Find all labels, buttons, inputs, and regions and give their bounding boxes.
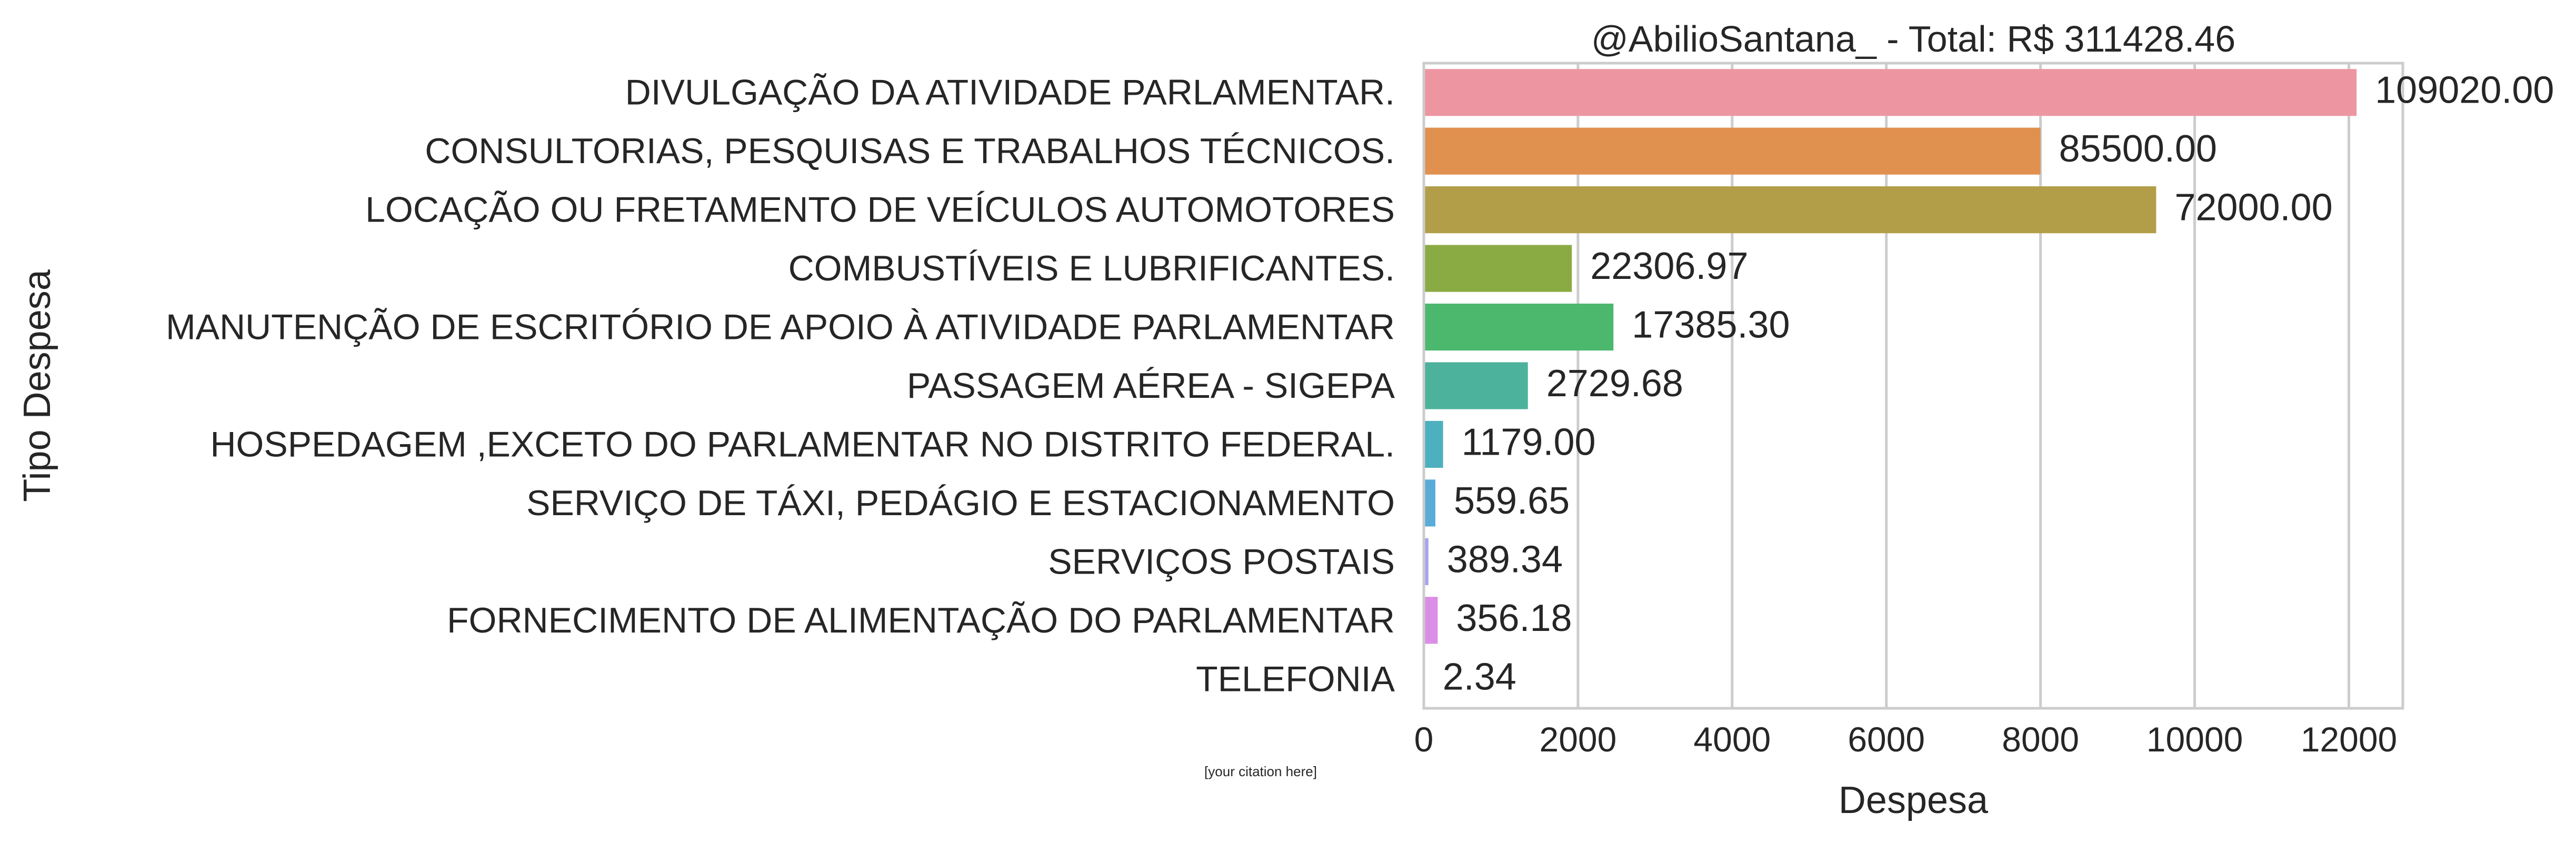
y-tick-label: HOSPEDAGEM ,EXCETO DO PARLAMENTAR NO DIS… <box>210 424 1395 464</box>
bar <box>1424 362 1528 409</box>
y-tick-label: SERVIÇO DE TÁXI, PEDÁGIO E ESTACIONAMENT… <box>526 483 1395 523</box>
data-label: 85500.00 <box>2059 128 2217 170</box>
y-tick-label: COMBUSTÍVEIS E LUBRIFICANTES. <box>788 248 1395 288</box>
y-tick-label: FORNECIMENTO DE ALIMENTAÇÃO DO PARLAMENT… <box>447 600 1395 640</box>
y-tick-labels: DIVULGAÇÃO DA ATIVIDADE PARLAMENTAR. CONS… <box>166 73 1395 699</box>
data-label: 2.34 <box>1443 656 1516 698</box>
data-label: 72000.00 <box>2174 187 2332 229</box>
y-tick-label: CONSULTORIAS, PESQUISAS E TRABALHOS TÉCN… <box>425 131 1395 171</box>
bar <box>1424 597 1437 644</box>
x-tick-label: 8000 <box>2002 720 2079 759</box>
y-tick-label: TELEFONIA <box>1196 659 1395 699</box>
data-label: 17385.30 <box>1632 304 1790 346</box>
x-axis-label: Despesa <box>1839 779 1989 821</box>
data-label: 2729.68 <box>1546 363 1683 405</box>
y-tick-label: MANUTENÇÃO DE ESCRITÓRIO DE APOIO À ATIV… <box>166 307 1395 347</box>
y-axis-label: Tipo Despesa <box>16 269 58 502</box>
data-label: 109020.00 <box>2375 69 2554 112</box>
y-tick-label: PASSAGEM AÉREA - SIGEPA <box>907 366 1395 406</box>
x-tick-label: 6000 <box>1848 720 1925 759</box>
bar <box>1424 245 1572 292</box>
x-tick-label: 10000 <box>2146 720 2243 759</box>
x-tick-label: 12000 <box>2301 720 2398 759</box>
data-label: 1179.00 <box>1462 421 1596 463</box>
bar <box>1424 186 2156 233</box>
bar <box>1424 304 1613 350</box>
data-label: 356.18 <box>1456 597 1572 639</box>
data-label: 22306.97 <box>1590 245 1748 287</box>
x-tick-labels: 0 2000 4000 6000 8000 10000 12000 <box>1414 720 2398 759</box>
data-label: 559.65 <box>1454 480 1570 522</box>
x-tick-label: 0 <box>1414 720 1434 759</box>
bar <box>1424 69 2357 116</box>
bar <box>1424 421 1443 468</box>
x-tick-label: 2000 <box>1539 720 1616 759</box>
y-tick-label: DIVULGAÇÃO DA ATIVIDADE PARLAMENTAR. <box>625 73 1395 113</box>
x-tick-label: 4000 <box>1693 720 1771 759</box>
bar <box>1424 479 1435 526</box>
y-tick-label: LOCAÇÃO OU FRETAMENTO DE VEÍCULOS AUTOMO… <box>365 190 1395 230</box>
y-tick-label: SERVIÇOS POSTAIS <box>1048 541 1395 581</box>
bar <box>1424 128 2041 175</box>
data-label: 389.34 <box>1447 538 1563 580</box>
chart-title: @AbilioSantana_ - Total: R$ 311428.46 <box>1591 18 2235 59</box>
citation-text: [your citation here] <box>1204 764 1317 779</box>
